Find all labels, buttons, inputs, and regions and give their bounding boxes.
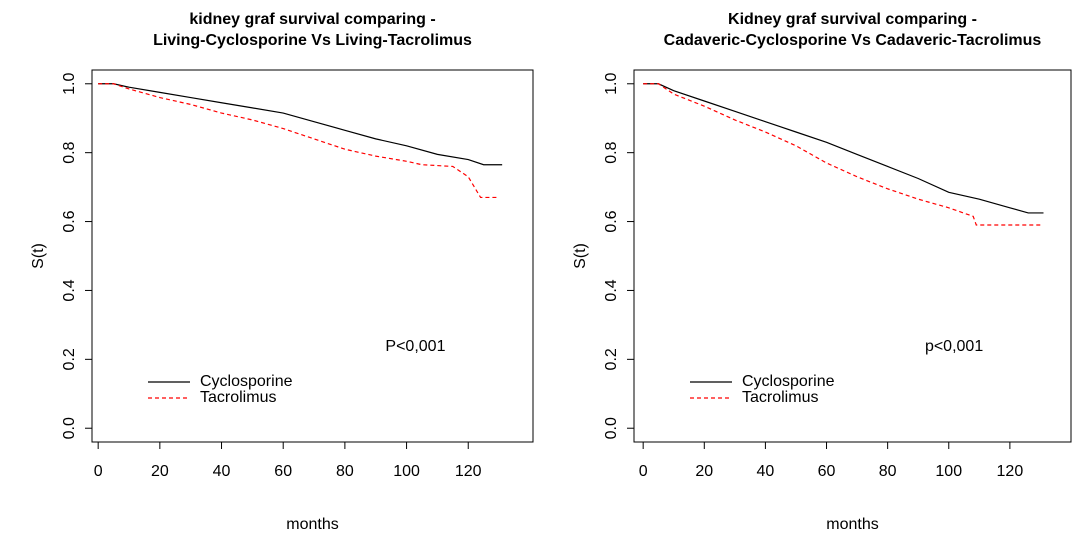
annotation: p<0,001 — [925, 338, 983, 355]
y-tick-label: 0.2 — [61, 348, 78, 370]
x-tick-label: 120 — [997, 463, 1024, 480]
legend-label: Cyclosporine — [742, 373, 835, 390]
legend-label: Tacrolimus — [200, 389, 276, 406]
x-tick-label: 60 — [818, 463, 836, 480]
x-tick-label: 0 — [639, 463, 648, 480]
y-tick-label: 0.0 — [61, 417, 78, 439]
y-tick-label: 0.6 — [61, 210, 78, 232]
legend-label: Cyclosporine — [200, 373, 293, 390]
x-tick-label: 120 — [455, 463, 482, 480]
y-tick-label: 0.8 — [603, 141, 620, 163]
x-axis-label: months — [826, 516, 878, 533]
chart-title: Living-Cyclosporine Vs Living-Tacrolimus — [153, 32, 472, 49]
y-tick-label: 0.2 — [603, 348, 620, 370]
x-tick-label: 100 — [393, 463, 420, 480]
survival-line — [643, 83, 1041, 226]
x-tick-label: 40 — [757, 463, 775, 480]
y-tick-label: 0.6 — [603, 210, 620, 232]
survival-line — [98, 83, 503, 166]
survival-line — [643, 83, 1044, 214]
annotation: P<0,001 — [385, 338, 445, 355]
x-tick-label: 40 — [213, 463, 231, 480]
chart-title: Kidney graf survival comparing - — [728, 11, 977, 28]
y-tick-label: 0.4 — [603, 279, 620, 301]
plot-frame — [633, 69, 1072, 443]
plot-frame — [91, 69, 534, 443]
chart-title: Cadaveric-Cyclosporine Vs Cadaveric-Tacr… — [664, 32, 1042, 49]
y-tick-label: 0.4 — [61, 279, 78, 301]
y-axis-label: S(t) — [30, 243, 47, 269]
y-tick-label: 0.0 — [603, 417, 620, 439]
x-axis-label: months — [286, 516, 338, 533]
y-tick-label: 1.0 — [61, 73, 78, 95]
y-axis-label: S(t) — [572, 243, 589, 269]
x-tick-label: 100 — [935, 463, 962, 480]
x-tick-label: 80 — [336, 463, 354, 480]
x-tick-label: 0 — [94, 463, 103, 480]
x-tick-label: 60 — [274, 463, 292, 480]
chart-title: kidney graf survival comparing - — [189, 11, 435, 28]
x-tick-label: 20 — [695, 463, 713, 480]
y-tick-label: 0.8 — [61, 141, 78, 163]
survival-line — [98, 83, 500, 199]
x-tick-label: 20 — [151, 463, 169, 480]
y-tick-label: 1.0 — [603, 73, 620, 95]
legend-label: Tacrolimus — [742, 389, 818, 406]
x-tick-label: 80 — [879, 463, 897, 480]
